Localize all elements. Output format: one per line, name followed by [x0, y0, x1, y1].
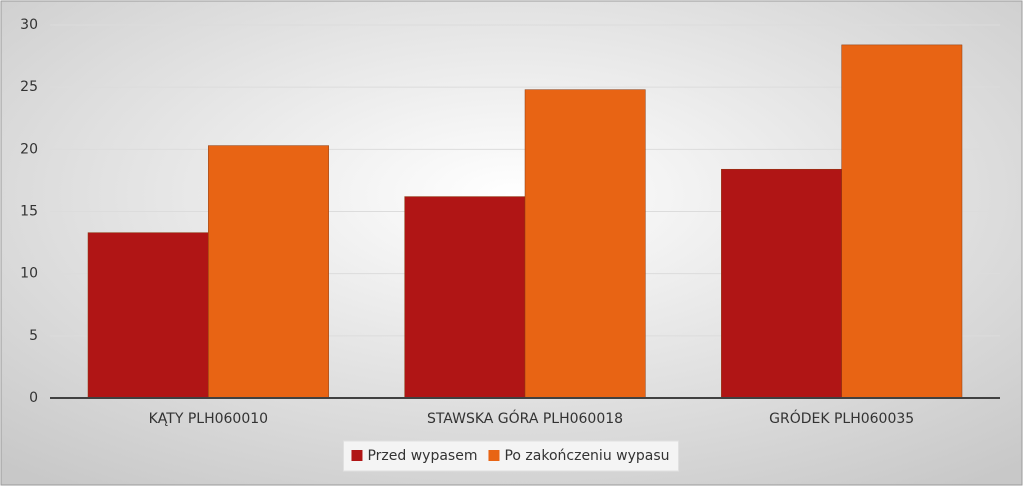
x-tick-label: KĄTY PLH060010 [149, 411, 268, 427]
legend-label: Przed wypasem [367, 448, 477, 464]
x-tick-label: STAWSKA GÓRA PLH060018 [427, 409, 623, 427]
bar [721, 168, 842, 399]
x-tick-label: GRÓDEK PLH060035 [769, 409, 914, 427]
legend-label: Po zakończeniu wypasu [504, 448, 669, 464]
bar [841, 44, 963, 399]
y-tick-label: 25 [20, 79, 38, 95]
bar [404, 196, 526, 399]
bar [87, 232, 209, 399]
y-tick-label: 10 [20, 266, 38, 282]
legend-swatch [351, 450, 363, 461]
bar [208, 145, 329, 399]
y-tick-label: 0 [29, 390, 38, 406]
y-tick-label: 15 [20, 204, 38, 220]
legend-swatch [488, 450, 500, 461]
y-tick-label: 30 [20, 17, 38, 33]
y-tick-label: 20 [20, 141, 38, 157]
legend: Przed wypasem Po zakończeniu wypasu [342, 440, 680, 472]
legend-box [342, 440, 680, 472]
y-tick-label: 5 [29, 328, 38, 344]
bar [524, 89, 646, 399]
